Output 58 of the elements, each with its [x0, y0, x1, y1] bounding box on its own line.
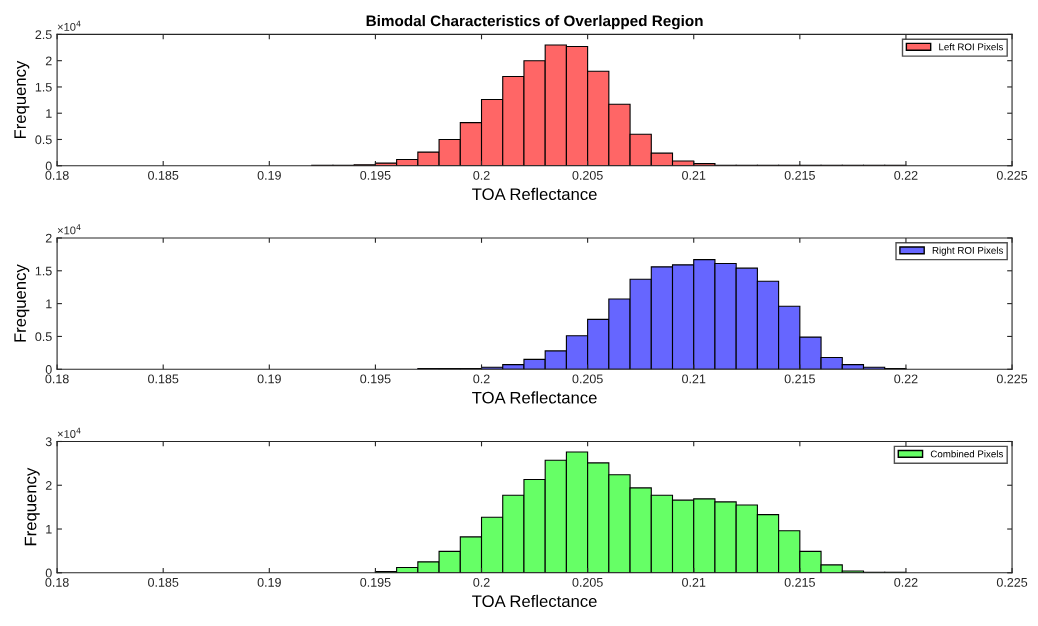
x-axis-title: TOA Reflectance — [472, 187, 597, 201]
y-tick-label: 0 — [45, 365, 52, 374]
x-tick-label: 0.215 — [784, 170, 815, 180]
x-axis-title: TOA Reflectance — [472, 391, 597, 404]
y-tick-label: 1 — [46, 299, 52, 309]
y-tick-label: 1.5 — [35, 82, 52, 92]
x-tick-label: 0.19 — [257, 374, 281, 384]
x-tick-label: 0.205 — [572, 170, 603, 180]
x-tick-label: 0.19 — [257, 170, 281, 180]
x-tick-label: 0.215 — [784, 577, 815, 587]
chart-title: Bimodal Characteristics of Overlapped Region — [366, 15, 703, 30]
x-tick-label: 0.225 — [996, 374, 1028, 384]
y-tick-label: 2 — [45, 56, 52, 66]
y-axis-title: Frequency — [14, 264, 30, 342]
x-tick-label: 0.19 — [257, 577, 281, 587]
x-tick-label: 0.22 — [894, 577, 918, 587]
x-tick-label: 0.195 — [360, 374, 391, 384]
text: ×10$^{4}$ — [57, 20, 81, 31]
y-tick-label: 2 — [45, 233, 52, 243]
text: ×10$^{4}$ — [57, 427, 81, 438]
x-tick-label: 0.22 — [894, 374, 918, 384]
y-tick-label: 1.5 — [35, 266, 52, 276]
x-tick-label: 0.21 — [682, 577, 706, 587]
x-tick-label: 0.18 — [45, 374, 69, 384]
x-tick-label: 0.2 — [473, 170, 490, 180]
legend-label: Left ROI Pixels — [939, 43, 1003, 51]
x-tick-label: 0.215 — [784, 374, 815, 384]
y-tick-label: 3 — [45, 437, 52, 447]
y-tick-label: 2.5 — [35, 30, 52, 40]
x-tick-label: 0.195 — [360, 170, 391, 180]
x-tick-label: 0.18 — [45, 170, 69, 180]
y-tick-label: 1 — [46, 109, 52, 118]
text: ×10$^{4}$ — [57, 224, 81, 235]
y-tick-label: 0 — [45, 161, 52, 171]
x-tick-label: 0.205 — [572, 577, 603, 587]
x-tick-label: 0.21 — [682, 374, 706, 384]
x-tick-label: 0.2 — [473, 577, 490, 587]
x-tick-label: 0.185 — [148, 170, 179, 180]
x-tick-label: 0.22 — [894, 170, 918, 180]
x-tick-label: 0.185 — [148, 374, 179, 384]
y-tick-label: 0.5 — [35, 135, 52, 145]
x-tick-label: 0.21 — [682, 170, 706, 180]
y-axis-title: Frequency — [14, 60, 30, 139]
x-axis-title: TOA Reflectance — [472, 594, 597, 608]
y-tick-label: 2 — [45, 481, 52, 490]
x-tick-label: 0.18 — [45, 577, 69, 587]
y-tick-label: 1 — [46, 524, 52, 534]
y-axis-title: Frequency — [24, 467, 40, 546]
x-tick-label: 0.225 — [996, 577, 1028, 587]
x-tick-label: 0.225 — [996, 170, 1028, 180]
x-tick-label: 0.195 — [360, 577, 391, 587]
x-tick-label: 0.205 — [572, 374, 603, 384]
x-tick-label: 0.2 — [473, 374, 490, 384]
y-tick-label: 0.5 — [35, 332, 52, 342]
y-tick-label: 0 — [45, 568, 52, 578]
legend-label: Combined Pixels — [930, 450, 1003, 458]
x-tick-label: 0.185 — [148, 577, 179, 587]
legend-label: Right ROI Pixels — [932, 246, 1003, 256]
